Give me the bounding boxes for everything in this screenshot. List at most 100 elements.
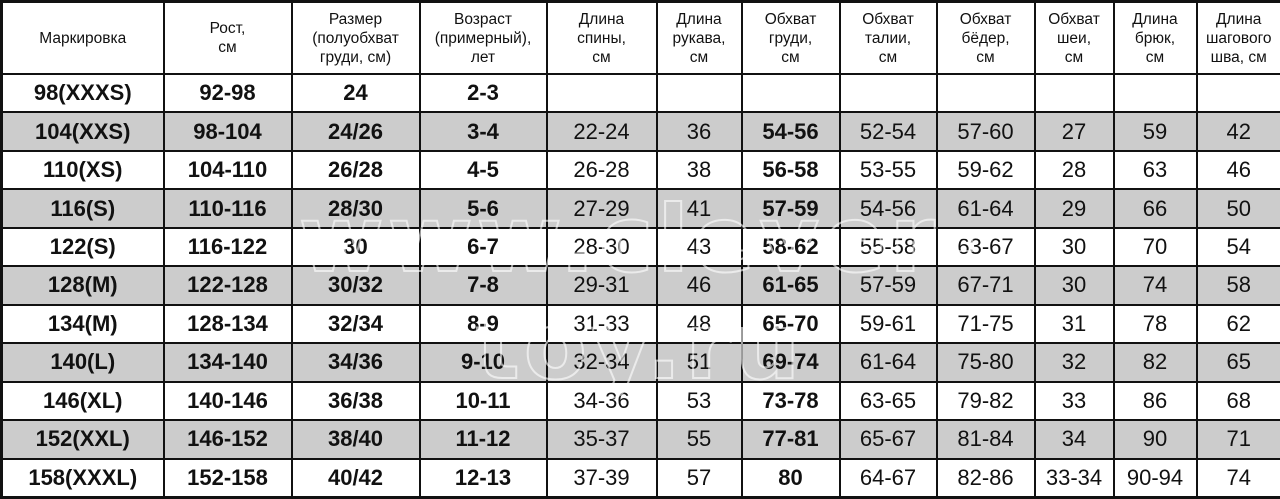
cell-age: 10-11 <box>418 380 548 422</box>
cell-waist: 54-56 <box>838 188 938 229</box>
cell-sleeve-length: 57 <box>655 457 743 499</box>
cell-back-length: 34-36 <box>545 380 658 422</box>
cell-marking: 116(S) <box>0 188 165 229</box>
cell-trouser-length: 70 <box>1112 226 1198 268</box>
cell-marking: 134(M) <box>0 303 165 345</box>
cell-waist: 53-55 <box>838 149 938 191</box>
cell-waist: 57-59 <box>838 265 938 306</box>
cell-neck: 33 <box>1033 380 1115 422</box>
header-waist: Обхват талии, см <box>838 0 938 75</box>
cell-size: 24 <box>290 72 421 114</box>
cell-height: 134-140 <box>162 342 293 383</box>
cell-inseam: 71 <box>1195 419 1280 460</box>
cell-neck: 27 <box>1033 111 1115 152</box>
cell-size: 26/28 <box>290 149 421 191</box>
cell-trouser-length: 90 <box>1112 419 1198 460</box>
cell-neck <box>1033 72 1115 114</box>
table-row: 122(S) 116-122 30 6-7 28-30 43 58-62 55-58 63-67… <box>0 226 1280 268</box>
cell-neck: 31 <box>1033 303 1115 345</box>
cell-height: 146-152 <box>162 419 293 460</box>
cell-age: 6-7 <box>418 226 548 268</box>
cell-inseam: 68 <box>1195 380 1280 422</box>
header-chest: Обхват груди, см <box>740 0 841 75</box>
table-row: 98(XXXS) 92-98 24 2-3 <box>0 72 1280 114</box>
cell-size: 36/38 <box>290 380 421 422</box>
cell-waist: 52-54 <box>838 111 938 152</box>
cell-chest: 73-78 <box>740 380 841 422</box>
cell-marking: 98(XXXS) <box>0 72 165 114</box>
cell-back-length: 35-37 <box>545 419 658 460</box>
cell-trouser-length: 78 <box>1112 303 1198 345</box>
cell-waist: 61-64 <box>838 342 938 383</box>
header-row: Маркировка Рост, см Размер (полуобхват гру… <box>0 0 1280 75</box>
cell-trouser-length: 82 <box>1112 342 1198 383</box>
table-row: 140(L) 134-140 34/36 9-10 32-34 51 69-74 61-64 7… <box>0 342 1280 383</box>
cell-age: 11-12 <box>418 419 548 460</box>
header-trouser-length: Длина брюк, см <box>1112 0 1198 75</box>
cell-height: 116-122 <box>162 226 293 268</box>
table-row: 152(XXL) 146-152 38/40 11-12 35-37 55 77-81 65-… <box>0 419 1280 460</box>
cell-marking: 140(L) <box>0 342 165 383</box>
table-row: 104(XXS) 98-104 24/26 3-4 22-24 36 54-56 52-54 5… <box>0 111 1280 152</box>
cell-hips: 79-82 <box>935 380 1036 422</box>
cell-sleeve-length: 36 <box>655 111 743 152</box>
cell-neck: 30 <box>1033 226 1115 268</box>
cell-inseam <box>1195 72 1280 114</box>
cell-sleeve-length <box>655 72 743 114</box>
cell-back-length <box>545 72 658 114</box>
cell-sleeve-length: 53 <box>655 380 743 422</box>
cell-age: 5-6 <box>418 188 548 229</box>
cell-chest <box>740 72 841 114</box>
header-inseam: Длина шагового шва, см <box>1195 0 1280 75</box>
cell-back-length: 22-24 <box>545 111 658 152</box>
cell-chest: 57-59 <box>740 188 841 229</box>
cell-waist: 63-65 <box>838 380 938 422</box>
cell-size: 30 <box>290 226 421 268</box>
cell-age: 2-3 <box>418 72 548 114</box>
cell-hips <box>935 72 1036 114</box>
cell-chest: 77-81 <box>740 419 841 460</box>
cell-hips: 82-86 <box>935 457 1036 499</box>
table-row: 158(XXXL) 152-158 40/42 12-13 37-39 57 80 64-67… <box>0 457 1280 499</box>
cell-sleeve-length: 55 <box>655 419 743 460</box>
cell-chest: 80 <box>740 457 841 499</box>
cell-marking: 158(XXXL) <box>0 457 165 499</box>
cell-marking: 110(XS) <box>0 149 165 191</box>
cell-waist: 64-67 <box>838 457 938 499</box>
cell-chest: 65-70 <box>740 303 841 345</box>
cell-chest: 61-65 <box>740 265 841 306</box>
cell-hips: 59-62 <box>935 149 1036 191</box>
cell-trouser-length: 63 <box>1112 149 1198 191</box>
cell-height: 98-104 <box>162 111 293 152</box>
table-row: 116(S) 110-116 28/30 5-6 27-29 41 57-59 54-56 61… <box>0 188 1280 229</box>
cell-height: 92-98 <box>162 72 293 114</box>
cell-trouser-length: 66 <box>1112 188 1198 229</box>
cell-waist: 59-61 <box>838 303 938 345</box>
cell-inseam: 58 <box>1195 265 1280 306</box>
table-row: 110(XS) 104-110 26/28 4-5 26-28 38 56-58 53-55 5… <box>0 149 1280 191</box>
cell-sleeve-length: 51 <box>655 342 743 383</box>
cell-waist <box>838 72 938 114</box>
cell-marking: 128(M) <box>0 265 165 306</box>
cell-hips: 57-60 <box>935 111 1036 152</box>
cell-back-length: 37-39 <box>545 457 658 499</box>
cell-size: 28/30 <box>290 188 421 229</box>
table-row: 146(XL) 140-146 36/38 10-11 34-36 53 73-78 63-6… <box>0 380 1280 422</box>
cell-inseam: 42 <box>1195 111 1280 152</box>
cell-inseam: 62 <box>1195 303 1280 345</box>
header-back-length: Длина спины, см <box>545 0 658 75</box>
cell-neck: 33-34 <box>1033 457 1115 499</box>
cell-age: 8-9 <box>418 303 548 345</box>
cell-sleeve-length: 41 <box>655 188 743 229</box>
cell-neck: 28 <box>1033 149 1115 191</box>
cell-chest: 54-56 <box>740 111 841 152</box>
cell-size: 24/26 <box>290 111 421 152</box>
cell-marking: 146(XL) <box>0 380 165 422</box>
header-sleeve-length: Длина рукава, см <box>655 0 743 75</box>
cell-marking: 152(XXL) <box>0 419 165 460</box>
cell-waist: 65-67 <box>838 419 938 460</box>
cell-age: 7-8 <box>418 265 548 306</box>
cell-inseam: 74 <box>1195 457 1280 499</box>
cell-back-length: 28-30 <box>545 226 658 268</box>
cell-trouser-length: 86 <box>1112 380 1198 422</box>
